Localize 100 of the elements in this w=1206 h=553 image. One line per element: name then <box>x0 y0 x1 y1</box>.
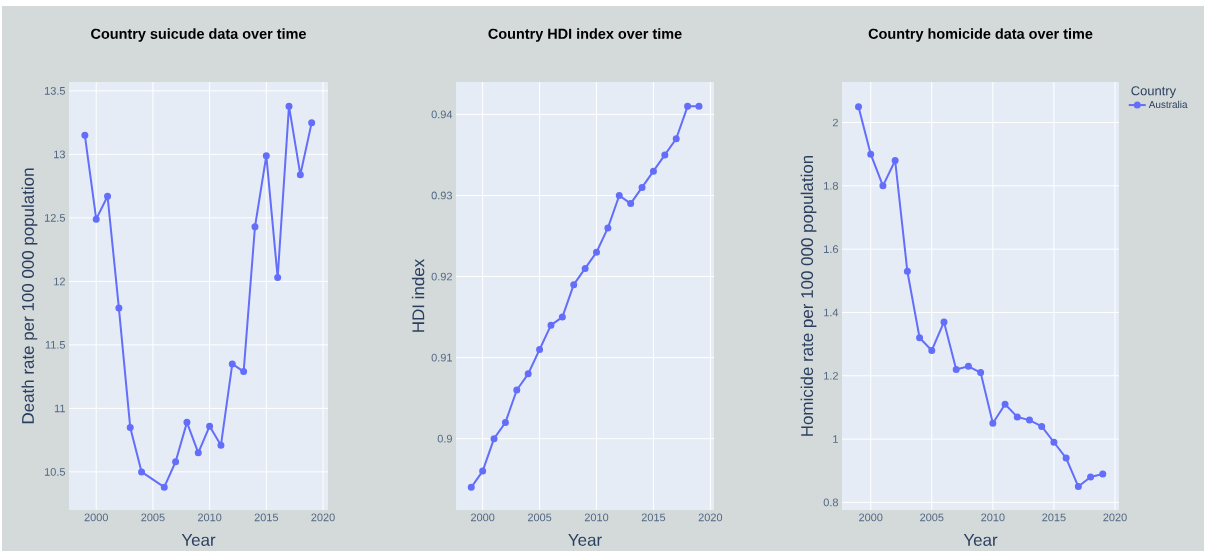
y-tick-label: 13.5 <box>44 87 66 95</box>
point <box>206 422 214 430</box>
y-tick-label: 12.5 <box>44 214 66 222</box>
x-axis-title: Year <box>181 534 216 546</box>
point <box>1062 454 1070 462</box>
y-tick-label: 12 <box>54 277 65 286</box>
point <box>581 264 589 272</box>
y-tick-label: 0.93 <box>431 191 452 200</box>
point <box>952 365 960 373</box>
point <box>501 418 509 426</box>
point <box>217 441 225 449</box>
legend-title: Country <box>1131 86 1177 98</box>
point <box>262 152 270 160</box>
point <box>1050 438 1058 446</box>
point <box>661 151 669 159</box>
point <box>1025 416 1033 424</box>
y-tick-label: 1.8 <box>824 181 839 190</box>
point <box>104 192 112 200</box>
x-tick-label: 2005 <box>527 513 552 522</box>
x-tick-label: 2010 <box>584 513 609 522</box>
point <box>1001 400 1009 408</box>
x-tick-label: 2020 <box>1103 513 1127 522</box>
point <box>964 362 972 370</box>
chart-title: Country HDI index over time <box>488 28 682 42</box>
point <box>977 369 985 377</box>
x-tick-label: 2005 <box>141 513 165 522</box>
point <box>92 215 100 223</box>
point <box>138 468 146 476</box>
x-tick-label: 2000 <box>471 513 495 522</box>
y-tick-label: 10.5 <box>44 468 66 476</box>
point <box>160 483 168 491</box>
point <box>115 304 123 312</box>
x-tick-label: 2000 <box>859 513 883 522</box>
point <box>479 467 487 475</box>
point <box>172 458 180 466</box>
point <box>928 346 936 354</box>
point <box>251 223 259 231</box>
point <box>672 135 680 143</box>
point <box>891 157 899 164</box>
y-tick-label: 13 <box>54 150 65 159</box>
y-tick-label: 11 <box>54 404 65 413</box>
point <box>126 423 134 431</box>
chart-title: Country suicude data over time <box>91 28 306 42</box>
point <box>285 102 293 110</box>
x-tick-label: 2020 <box>698 513 723 522</box>
point <box>695 102 703 110</box>
x-tick-label: 2015 <box>641 513 666 522</box>
y-tick-label: 0.94 <box>431 110 453 119</box>
y-axis-title: Death rate per 100 000 population <box>21 168 38 424</box>
y-tick-label: 0.92 <box>431 272 452 281</box>
y-tick-label: 1 <box>833 435 838 443</box>
x-axis-title: Year <box>568 534 602 546</box>
point <box>81 131 89 139</box>
x-tick-label: 2010 <box>197 513 222 522</box>
x-tick-label: 2005 <box>920 513 944 522</box>
point <box>1087 473 1095 481</box>
point <box>867 150 875 158</box>
point <box>296 171 304 179</box>
point <box>916 334 924 342</box>
point <box>684 102 692 110</box>
x-tick-label: 2000 <box>84 513 108 522</box>
point <box>989 419 997 427</box>
chart-title: Country homicide data over time <box>868 28 1093 42</box>
x-tick-label: 2020 <box>311 513 335 522</box>
point <box>1013 413 1021 421</box>
point <box>940 318 948 326</box>
point <box>490 435 498 443</box>
y-tick-label: 1.6 <box>824 245 839 254</box>
point <box>1099 470 1107 478</box>
point <box>240 368 248 376</box>
x-tick-label: 2010 <box>981 513 1005 522</box>
x-axis-title: Year <box>963 534 998 546</box>
point <box>547 321 555 329</box>
y-tick-label: 0.9 <box>437 434 452 443</box>
x-tick-label: 2015 <box>1042 513 1066 522</box>
point <box>593 248 601 256</box>
point <box>1038 422 1046 430</box>
point <box>274 274 282 282</box>
point <box>615 191 623 199</box>
y-tick-label: 0.91 <box>431 353 452 362</box>
point <box>879 182 887 190</box>
point <box>903 267 911 275</box>
x-tick-label: 2015 <box>254 513 279 522</box>
point <box>855 103 862 111</box>
point <box>638 183 646 191</box>
point <box>228 360 236 368</box>
point <box>524 370 532 378</box>
point <box>604 224 612 232</box>
point <box>308 119 316 127</box>
y-tick-label: 1.4 <box>824 308 839 317</box>
point <box>1074 483 1082 491</box>
y-tick-label: 2 <box>832 118 838 127</box>
point <box>558 313 566 321</box>
point <box>649 167 657 175</box>
point <box>513 386 521 394</box>
legend-label: Australia <box>1148 100 1188 109</box>
point <box>536 346 544 353</box>
point <box>627 200 635 208</box>
point <box>570 281 578 289</box>
point <box>467 483 475 491</box>
